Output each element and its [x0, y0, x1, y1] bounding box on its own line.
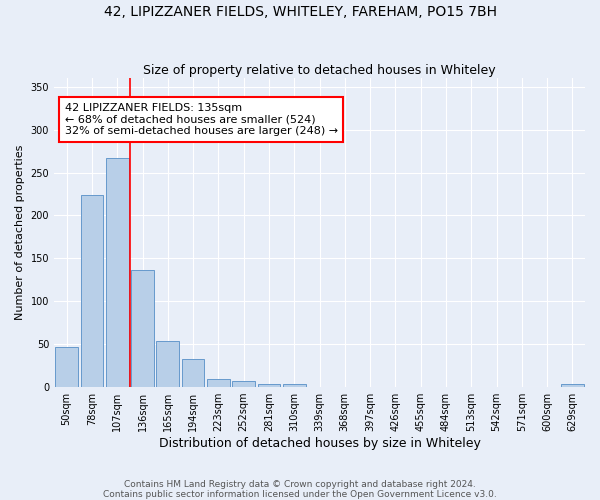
Bar [283, 384, 305, 387]
Text: 42, LIPIZZANER FIELDS, WHITELEY, FAREHAM, PO15 7BH: 42, LIPIZZANER FIELDS, WHITELEY, FAREHAM… [104, 5, 497, 19]
Bar [131, 270, 154, 387]
Text: 42 LIPIZZANER FIELDS: 135sqm
← 68% of detached houses are smaller (524)
32% of s: 42 LIPIZZANER FIELDS: 135sqm ← 68% of de… [65, 103, 338, 136]
X-axis label: Distribution of detached houses by size in Whiteley: Distribution of detached houses by size … [158, 437, 481, 450]
Bar [232, 381, 255, 387]
Title: Size of property relative to detached houses in Whiteley: Size of property relative to detached ho… [143, 64, 496, 77]
Bar [182, 359, 205, 387]
Y-axis label: Number of detached properties: Number of detached properties [15, 145, 25, 320]
Bar [257, 384, 280, 387]
Bar [561, 384, 584, 387]
Bar [207, 380, 230, 387]
Bar [55, 347, 78, 387]
Bar [157, 340, 179, 387]
Text: Contains HM Land Registry data © Crown copyright and database right 2024.
Contai: Contains HM Land Registry data © Crown c… [103, 480, 497, 499]
Bar [80, 195, 103, 387]
Bar [106, 158, 128, 387]
